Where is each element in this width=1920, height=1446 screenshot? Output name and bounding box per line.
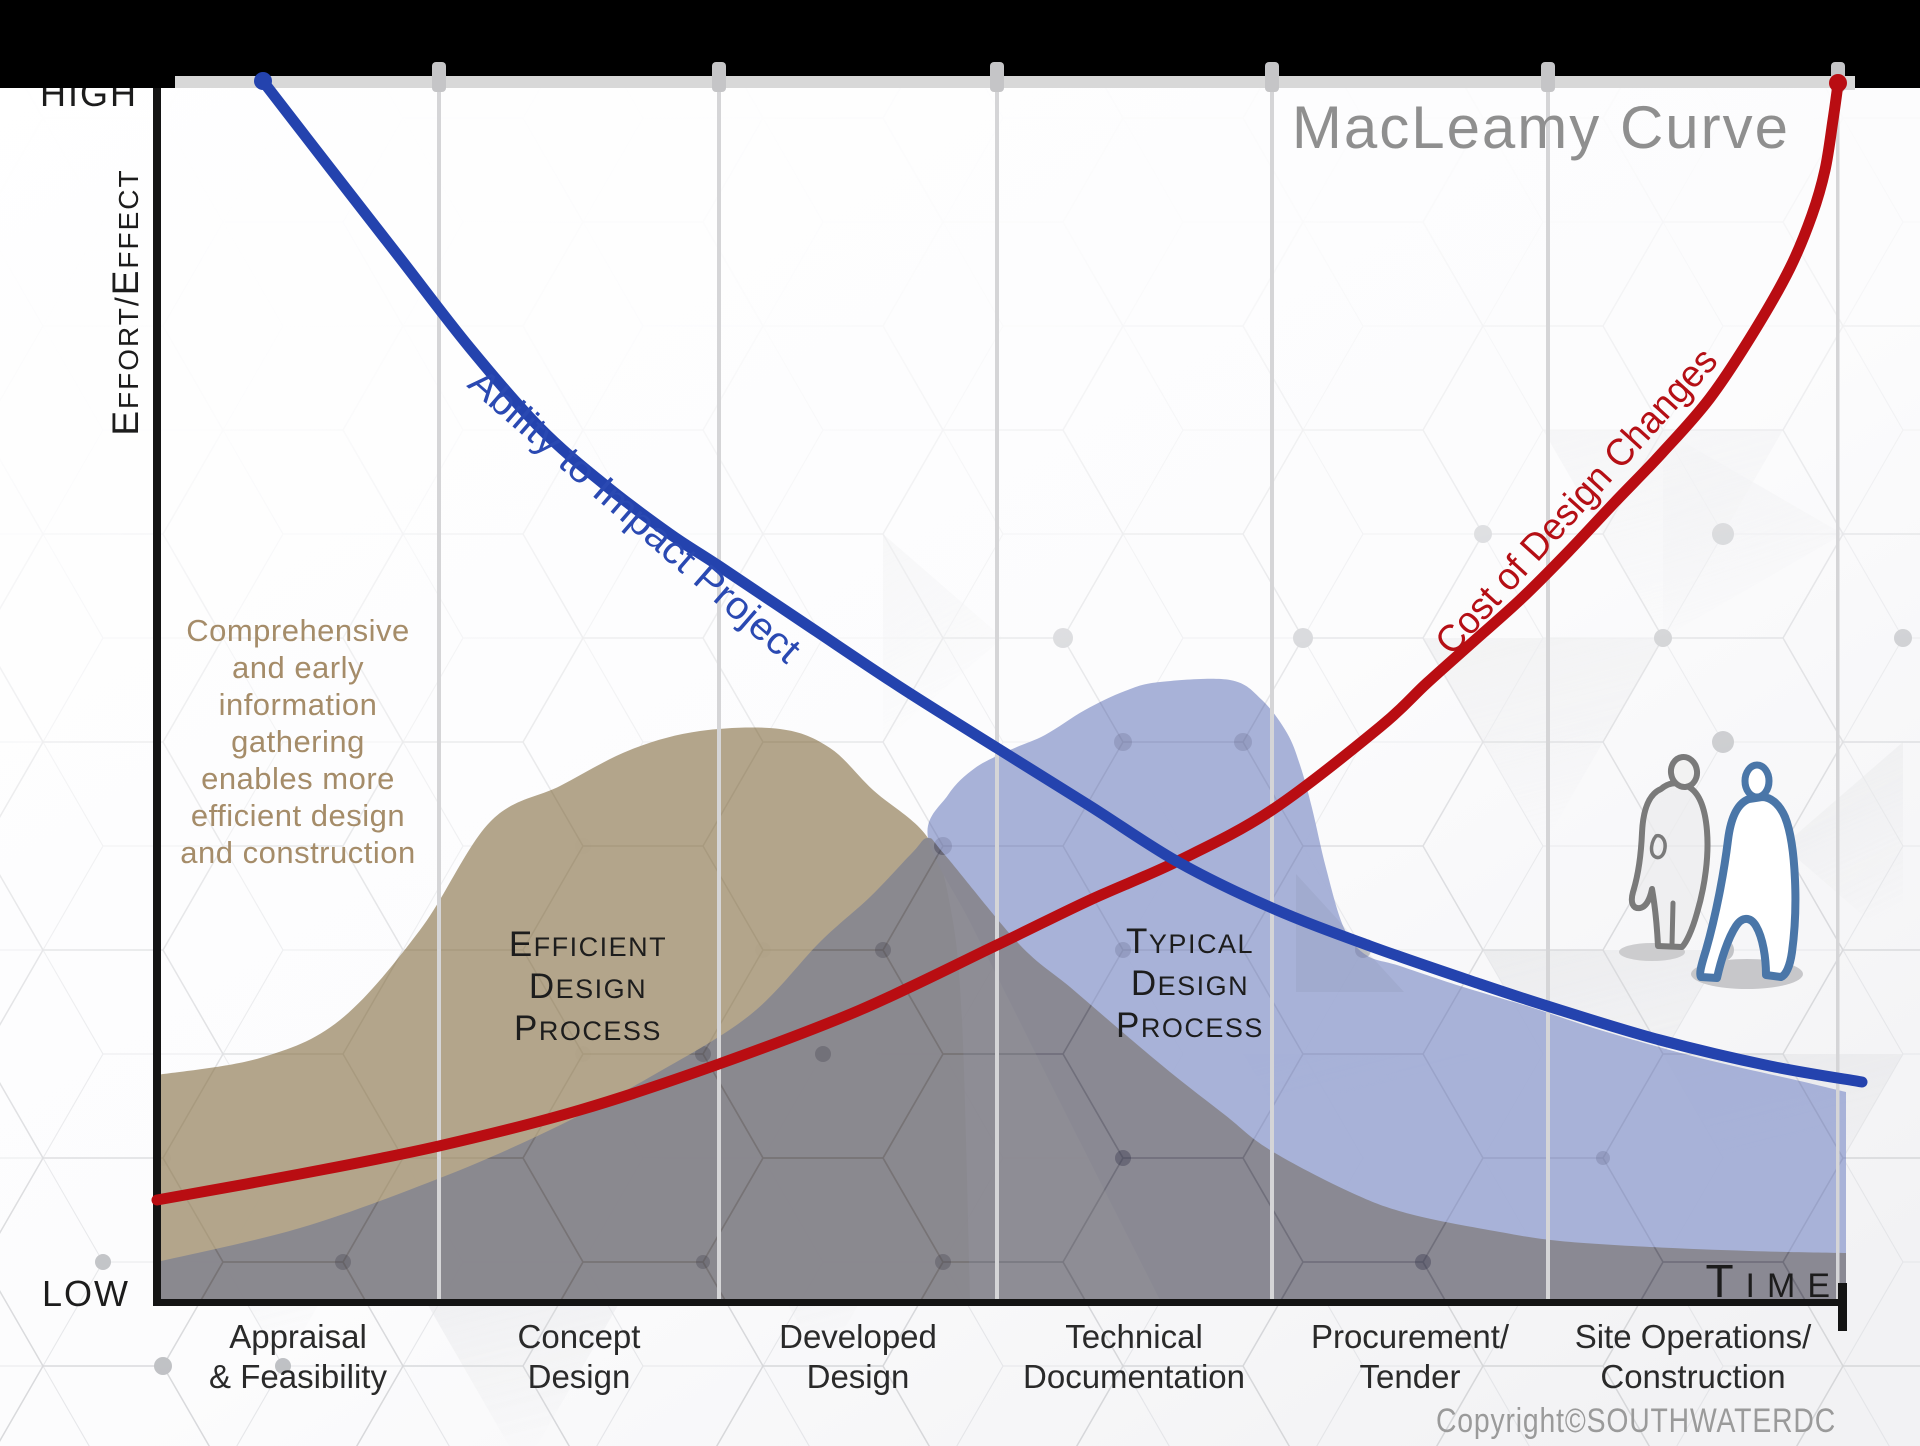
- svg-text:Tender: Tender: [1360, 1358, 1461, 1395]
- svg-text:EFFICIENT: EFFICIENT: [509, 925, 667, 964]
- svg-text:Design: Design: [807, 1358, 910, 1395]
- svg-text:TIME: TIME: [1705, 1255, 1842, 1307]
- svg-text:Site Operations/: Site Operations/: [1575, 1318, 1812, 1355]
- svg-text:Technical: Technical: [1065, 1318, 1203, 1355]
- svg-text:Comprehensive: Comprehensive: [186, 613, 410, 648]
- svg-text:DESIGN: DESIGN: [1131, 964, 1249, 1003]
- svg-text:Copyright©SOUTHWATERDC: Copyright©SOUTHWATERDC: [1436, 1402, 1836, 1440]
- svg-text:Design: Design: [528, 1358, 631, 1395]
- svg-text:Developed: Developed: [779, 1318, 937, 1355]
- svg-text:and construction: and construction: [180, 835, 415, 870]
- svg-text:Documentation: Documentation: [1023, 1358, 1245, 1395]
- svg-text:PROCESS: PROCESS: [1116, 1006, 1264, 1045]
- svg-text:MacLeamy Curve: MacLeamy Curve: [1292, 94, 1790, 161]
- svg-text:gathering: gathering: [231, 724, 365, 759]
- svg-text:LOW: LOW: [42, 1273, 130, 1314]
- svg-text:Concept: Concept: [518, 1318, 641, 1355]
- svg-text:Appraisal: Appraisal: [229, 1318, 367, 1355]
- svg-text:enables more: enables more: [201, 761, 395, 796]
- svg-text:efficient design: efficient design: [191, 798, 405, 833]
- svg-text:Procurement/: Procurement/: [1311, 1318, 1510, 1355]
- svg-text:EFFORT/EFFECT: EFFORT/EFFECT: [105, 168, 146, 435]
- svg-text:and early: and early: [232, 650, 364, 685]
- svg-text:DESIGN: DESIGN: [529, 967, 647, 1006]
- svg-text:PROCESS: PROCESS: [514, 1009, 662, 1048]
- svg-text:TYPICAL: TYPICAL: [1126, 922, 1254, 961]
- svg-text:information: information: [219, 687, 378, 722]
- svg-text:Construction: Construction: [1600, 1358, 1785, 1395]
- svg-text:& Feasibility: & Feasibility: [209, 1358, 387, 1395]
